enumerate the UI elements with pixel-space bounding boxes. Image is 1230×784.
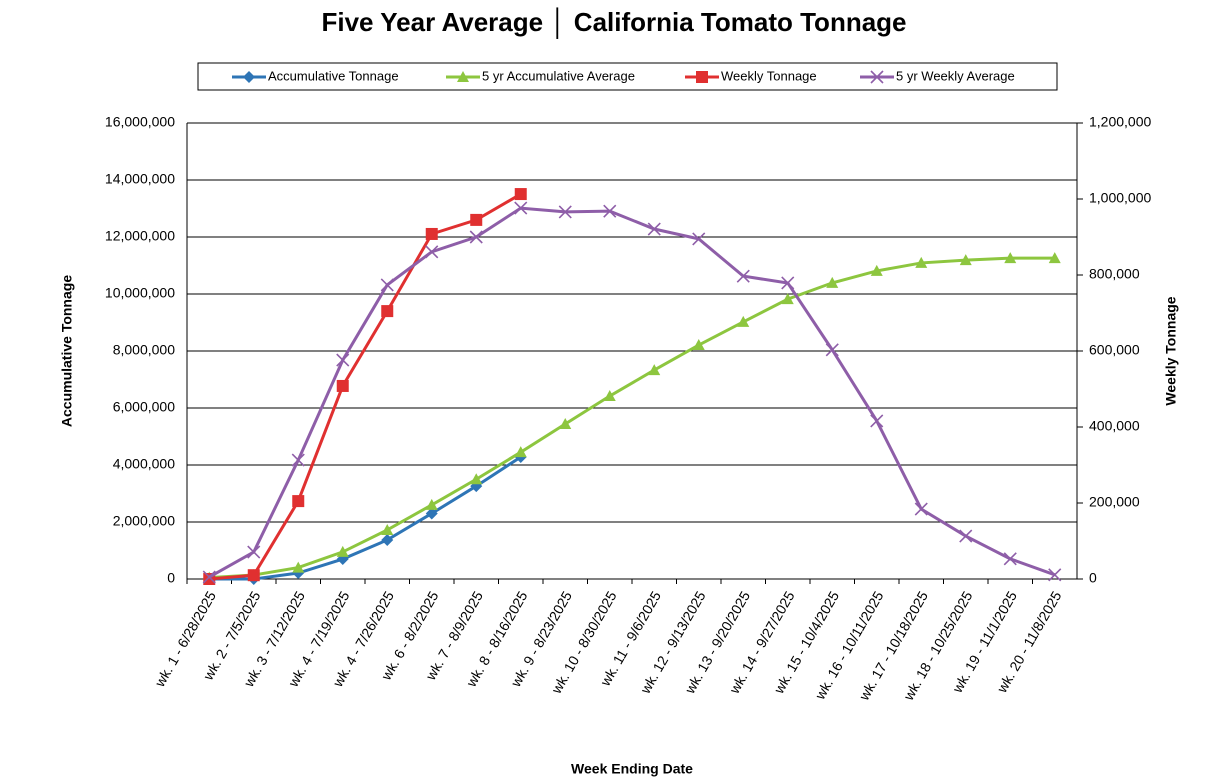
- marker: [381, 533, 394, 546]
- marker: [648, 364, 661, 376]
- marker: [247, 545, 261, 559]
- marker: [457, 71, 469, 82]
- marker: [381, 523, 394, 535]
- marker: [425, 245, 439, 259]
- marker: [292, 495, 305, 508]
- y-tick-label: 14,000,000: [105, 171, 175, 187]
- marker: [870, 264, 883, 276]
- marker: [959, 529, 973, 543]
- marker: [1048, 252, 1061, 264]
- y-tick-label: 0: [167, 570, 175, 586]
- marker: [425, 227, 438, 240]
- series-line: [209, 192, 522, 581]
- legend-label: Weekly Tonnage: [721, 68, 817, 83]
- chart-title: Five Year Average │ California Tomato To…: [321, 7, 906, 39]
- marker: [514, 188, 527, 201]
- y2-tick-label: 200,000: [1089, 494, 1140, 510]
- y-tick-label: 6,000,000: [113, 399, 175, 415]
- marker: [469, 230, 483, 244]
- marker: [915, 256, 928, 268]
- marker: [781, 276, 795, 290]
- marker: [425, 498, 438, 510]
- marker: [292, 561, 305, 573]
- marker: [825, 343, 839, 357]
- legend-box: [197, 62, 1058, 91]
- legend-label: Accumulative Tonnage: [268, 68, 399, 83]
- marker: [559, 417, 572, 429]
- series-line: [208, 206, 1056, 579]
- marker: [202, 570, 216, 584]
- y-axis-title: Accumulative Tonnage: [59, 275, 75, 427]
- series-line: [209, 256, 1055, 580]
- marker: [781, 293, 794, 305]
- y-tick-label: 4,000,000: [113, 456, 175, 472]
- marker: [870, 414, 884, 428]
- marker: [1004, 252, 1017, 264]
- marker: [291, 453, 305, 467]
- marker: [470, 473, 483, 485]
- y2-tick-label: 1,200,000: [1089, 114, 1151, 130]
- marker: [736, 269, 750, 283]
- marker: [470, 213, 483, 226]
- marker: [1048, 568, 1062, 582]
- legend-label: 5 yr Weekly Average: [896, 68, 1015, 83]
- y-tick-label: 2,000,000: [113, 513, 175, 529]
- marker: [247, 569, 260, 582]
- y-tick-label: 10,000,000: [105, 285, 175, 301]
- marker: [959, 254, 972, 266]
- marker: [1003, 552, 1017, 566]
- marker: [558, 205, 572, 219]
- y-tick-label: 12,000,000: [105, 228, 175, 244]
- marker: [425, 507, 438, 520]
- marker: [381, 305, 394, 318]
- marker: [336, 545, 349, 557]
- y2-tick-label: 800,000: [1089, 266, 1140, 282]
- marker: [603, 390, 616, 402]
- marker: [336, 379, 349, 392]
- marker: [380, 278, 394, 292]
- marker: [696, 71, 708, 83]
- y2-tick-label: 0: [1089, 570, 1097, 586]
- legend-label: 5 yr Accumulative Average: [482, 68, 635, 83]
- y2-tick-label: 600,000: [1089, 342, 1140, 358]
- marker: [870, 70, 884, 84]
- x-axis-title: Week Ending Date: [571, 761, 693, 777]
- marker: [914, 502, 928, 516]
- marker: [514, 446, 527, 458]
- marker: [692, 339, 705, 351]
- marker: [603, 204, 617, 218]
- y2-axis-title: Weekly Tonnage: [1163, 296, 1179, 405]
- marker: [243, 71, 255, 83]
- marker: [647, 222, 661, 236]
- marker: [336, 353, 350, 367]
- y2-tick-label: 400,000: [1089, 418, 1140, 434]
- marker: [826, 276, 839, 288]
- marker: [692, 232, 706, 246]
- series-line: [209, 455, 522, 581]
- marker: [737, 315, 750, 327]
- y-tick-label: 8,000,000: [113, 342, 175, 358]
- y2-tick-label: 1,000,000: [1089, 190, 1151, 206]
- marker: [514, 201, 528, 215]
- y-tick-label: 16,000,000: [105, 114, 175, 130]
